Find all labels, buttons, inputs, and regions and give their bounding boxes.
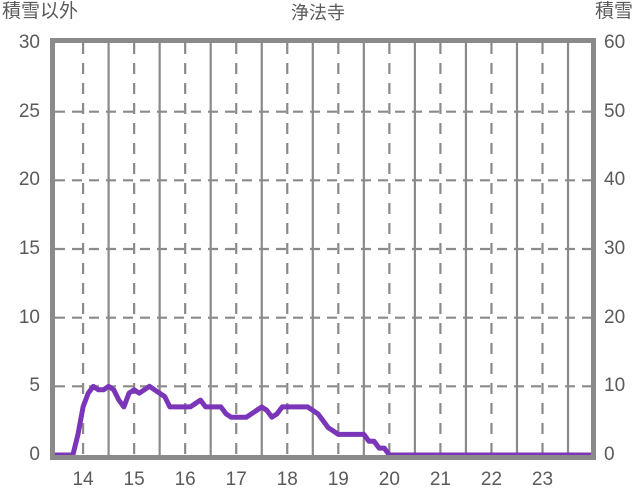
x-axis-tick-label: 21 bbox=[429, 469, 451, 490]
right-axis-tick-label: 40 bbox=[604, 169, 626, 191]
left-axis-title: 積雪以外 bbox=[2, 1, 79, 22]
right-axis-title: 積雪 bbox=[594, 1, 633, 22]
plot-area bbox=[50, 38, 596, 460]
left-axis-tick-label: 15 bbox=[18, 238, 40, 259]
right-axis-tick-label: 30 bbox=[604, 238, 626, 259]
x-axis-tick-label: 14 bbox=[72, 469, 94, 490]
right-axis-tick-label: 0 bbox=[604, 444, 615, 465]
data-series-0 bbox=[55, 383, 591, 455]
left-axis-tick-label: 30 bbox=[18, 32, 40, 53]
right-axis-tick-label: 60 bbox=[604, 32, 626, 53]
x-axis-tick-label: 17 bbox=[225, 469, 247, 490]
right-axis-tick-label: 20 bbox=[604, 306, 626, 328]
right-axis-tick-label: 50 bbox=[604, 100, 626, 122]
left-axis-tick-label: 10 bbox=[18, 306, 40, 328]
left-axis-tick-label: 20 bbox=[18, 169, 40, 191]
right-axis-tick-label: 10 bbox=[604, 375, 626, 397]
x-axis-tick-label: 16 bbox=[174, 469, 196, 490]
plot-inner bbox=[55, 43, 591, 455]
x-axis-tick-label: 18 bbox=[276, 469, 298, 490]
chart-title: 浄法寺 bbox=[291, 3, 345, 23]
left-axis-tick-label: 25 bbox=[18, 100, 40, 122]
x-axis-tick-label: 15 bbox=[123, 469, 145, 490]
x-axis-tick-label: 23 bbox=[531, 469, 554, 490]
plot-svg bbox=[55, 43, 591, 455]
left-axis-tick-label: 5 bbox=[29, 375, 40, 397]
left-axis-tick-label: 0 bbox=[29, 444, 40, 465]
x-axis-tick-label: 19 bbox=[327, 469, 349, 490]
x-axis-tick-label: 20 bbox=[378, 469, 400, 490]
x-axis-tick-label: 22 bbox=[480, 469, 503, 490]
